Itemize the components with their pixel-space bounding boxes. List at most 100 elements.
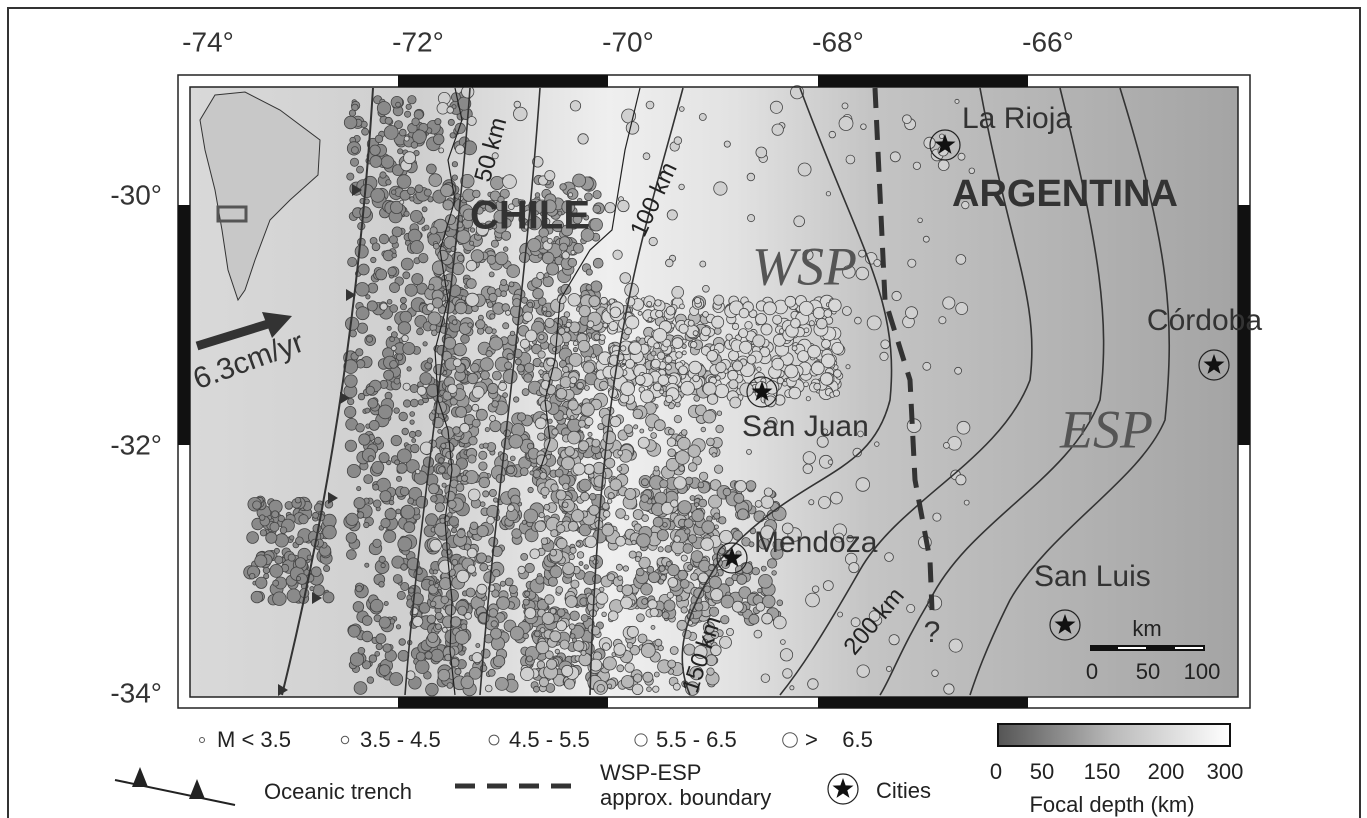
magnitude-symbol bbox=[341, 736, 348, 743]
quake-dot bbox=[375, 437, 382, 444]
quake-dot bbox=[367, 677, 374, 684]
quake-dot bbox=[355, 245, 368, 258]
quake-dot bbox=[438, 429, 442, 433]
quake-dot bbox=[819, 497, 831, 509]
quake-dot bbox=[667, 592, 673, 598]
quake-dot bbox=[542, 612, 554, 624]
quake-dot bbox=[832, 342, 844, 354]
quake-dot bbox=[576, 542, 580, 546]
quake-dot bbox=[777, 600, 783, 606]
quake-dot bbox=[716, 376, 721, 381]
quake-dot bbox=[462, 475, 468, 481]
quake-dot bbox=[702, 521, 715, 534]
quake-dot bbox=[683, 544, 693, 554]
quake-dot bbox=[442, 543, 450, 551]
quake-dot bbox=[492, 401, 499, 408]
quake-dot bbox=[789, 387, 801, 399]
quake-dot bbox=[792, 346, 797, 351]
quake-dot bbox=[618, 576, 623, 581]
quake-dot bbox=[384, 125, 398, 139]
quake-dot bbox=[629, 342, 641, 354]
quake-dot bbox=[563, 563, 575, 575]
quake-dot bbox=[381, 563, 385, 567]
quake-dot bbox=[445, 605, 455, 615]
quake-dot bbox=[528, 487, 533, 492]
quake-dot bbox=[493, 570, 500, 577]
quake-dot bbox=[476, 409, 487, 420]
quake-dot bbox=[491, 240, 498, 247]
colorbar-tick-label: 200 bbox=[1148, 759, 1185, 784]
quake-dot bbox=[480, 502, 485, 507]
quake-dot bbox=[679, 466, 685, 472]
quake-dot bbox=[632, 684, 643, 695]
quake-dot bbox=[806, 593, 820, 607]
quake-dot bbox=[566, 596, 578, 608]
quake-dot bbox=[755, 501, 762, 508]
quake-dot bbox=[640, 429, 644, 433]
quake-dot bbox=[564, 312, 570, 318]
quake-dot bbox=[521, 297, 527, 303]
quake-dot bbox=[365, 563, 369, 567]
quake-dot bbox=[394, 378, 400, 384]
quake-dot bbox=[764, 488, 772, 496]
quake-dot bbox=[453, 359, 461, 367]
quake-dot bbox=[379, 617, 390, 628]
quake-dot bbox=[525, 563, 534, 572]
quake-dot bbox=[452, 175, 457, 180]
quake-dot bbox=[427, 304, 434, 311]
quake-dot bbox=[287, 589, 301, 603]
quake-dot bbox=[351, 147, 358, 154]
quake-dot bbox=[486, 351, 492, 357]
country-label: CHILE bbox=[470, 194, 590, 238]
quake-dot bbox=[599, 381, 608, 390]
quake-dot bbox=[461, 624, 467, 630]
quake-dot bbox=[398, 322, 411, 335]
quake-dot bbox=[350, 158, 358, 166]
quake-dot bbox=[555, 469, 563, 477]
quake-dot bbox=[668, 660, 676, 668]
quake-dot bbox=[448, 500, 456, 508]
quake-dot bbox=[507, 353, 513, 359]
quake-dot bbox=[437, 103, 449, 115]
quake-dot bbox=[856, 478, 870, 492]
quake-dot bbox=[503, 247, 508, 252]
magnitude-symbol bbox=[200, 738, 205, 743]
quake-dot bbox=[545, 171, 555, 181]
quake-dot bbox=[573, 641, 584, 652]
quake-dot bbox=[867, 316, 881, 330]
quake-dot bbox=[448, 384, 457, 393]
quake-dot bbox=[405, 111, 411, 117]
quake-dot bbox=[546, 311, 551, 316]
quake-dot bbox=[618, 200, 629, 211]
quake-dot bbox=[495, 252, 508, 265]
quake-dot bbox=[467, 548, 477, 558]
quake-dot bbox=[490, 314, 495, 319]
quake-dot bbox=[344, 116, 357, 129]
quake-dot bbox=[270, 522, 279, 531]
quake-dot bbox=[714, 328, 721, 335]
scale-tick-label: 50 bbox=[1136, 659, 1160, 684]
quake-dot bbox=[591, 281, 602, 292]
quake-dot bbox=[390, 361, 398, 369]
quake-dot bbox=[714, 182, 727, 195]
magnitude-label: 4.5 - 5.5 bbox=[509, 727, 590, 752]
quake-dot bbox=[618, 451, 623, 456]
quake-dot bbox=[503, 370, 517, 384]
quake-dot bbox=[521, 667, 534, 680]
quake-dot bbox=[923, 236, 929, 242]
quake-dot bbox=[547, 659, 557, 669]
quake-dot bbox=[634, 425, 638, 429]
quake-dot bbox=[510, 331, 515, 336]
quake-dot bbox=[803, 452, 815, 464]
quake-dot bbox=[707, 438, 715, 446]
quake-dot bbox=[384, 530, 396, 542]
colorbar-ticks: 050150200300 bbox=[990, 759, 1243, 784]
quake-dot bbox=[693, 375, 700, 382]
quake-dot bbox=[550, 631, 561, 642]
quake-dot bbox=[632, 540, 636, 544]
quake-dot bbox=[507, 265, 520, 278]
quake-dot bbox=[906, 307, 918, 319]
quake-dot bbox=[386, 180, 391, 185]
quake-dot bbox=[855, 317, 862, 324]
quake-dot bbox=[399, 129, 406, 136]
